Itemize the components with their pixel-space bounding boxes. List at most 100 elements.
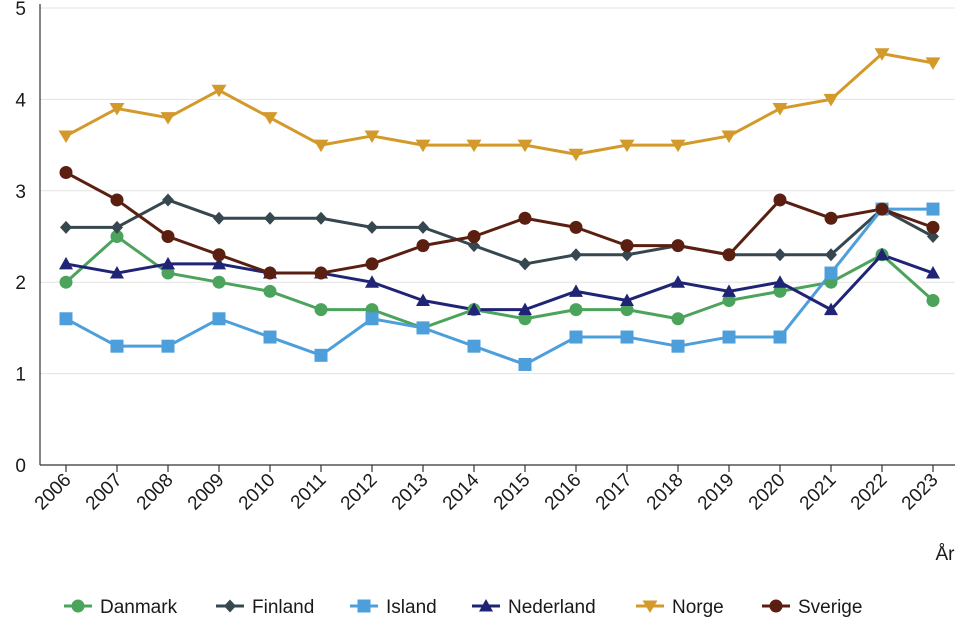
data-point-danmark <box>161 266 175 280</box>
y-tick-label: 0 <box>15 456 26 477</box>
data-point-danmark <box>926 293 940 307</box>
data-point-norge <box>364 130 380 143</box>
data-point-island <box>365 312 379 326</box>
data-point-danmark <box>314 303 328 317</box>
data-point-norge <box>670 139 686 153</box>
data-point-finland <box>825 248 837 262</box>
data-point-sverige <box>875 202 889 216</box>
data-point-finland <box>60 220 72 234</box>
legend-swatch-marker <box>769 599 783 613</box>
data-point-island <box>467 339 481 353</box>
data-point-nederland <box>620 293 634 306</box>
data-point-sverige <box>212 248 226 262</box>
data-point-danmark <box>59 275 73 289</box>
gridlines <box>40 7 955 375</box>
data-point-norge <box>262 112 278 125</box>
y-tick-label: 1 <box>15 365 26 386</box>
x-tick-label: 2015 <box>490 470 535 515</box>
y-tick-label: 2 <box>15 273 26 294</box>
legend-label: Sverige <box>798 597 862 618</box>
data-point-island <box>110 339 124 353</box>
data-point-nederland <box>824 302 838 316</box>
x-axis-title: År <box>936 544 956 565</box>
data-point-sverige <box>263 266 277 280</box>
data-point-island <box>773 330 787 344</box>
series-line-finland <box>66 198 934 266</box>
data-point-finland <box>111 220 123 234</box>
data-point-norge <box>109 103 125 116</box>
legend-swatch-marker <box>479 599 493 612</box>
data-point-nederland <box>110 266 124 279</box>
x-tick-label: 2021 <box>796 470 841 515</box>
x-tick-label: 2017 <box>592 470 637 515</box>
data-point-finland <box>213 211 225 225</box>
series-line-island <box>65 207 933 366</box>
x-tick-label: 2014 <box>439 469 484 514</box>
x-tick-label: 2008 <box>133 470 178 515</box>
data-point-danmark <box>722 293 736 307</box>
data-point-norge <box>874 48 890 61</box>
data-point-finland <box>570 248 582 262</box>
data-point-danmark <box>212 275 226 289</box>
data-point-island <box>263 330 277 344</box>
x-tick-label: 2023 <box>898 470 943 515</box>
data-point-nederland <box>671 275 685 288</box>
data-point-finland <box>468 239 480 253</box>
data-point-island <box>314 348 328 362</box>
data-point-nederland <box>365 275 379 288</box>
data-point-norge <box>58 130 74 143</box>
y-tick-label: 3 <box>15 182 26 203</box>
data-point-sverige <box>314 266 328 280</box>
data-point-nederland <box>161 256 175 270</box>
data-point-nederland <box>416 293 430 306</box>
data-point-danmark <box>620 303 634 317</box>
data-point-norge <box>415 139 431 153</box>
data-point-sverige <box>722 248 736 262</box>
data-point-island <box>518 357 532 371</box>
data-point-norge <box>619 139 635 153</box>
data-point-finland <box>774 248 786 262</box>
y-tick-label: 4 <box>15 90 26 111</box>
data-point-sverige <box>671 239 685 253</box>
data-point-danmark <box>773 284 787 298</box>
data-point-finland <box>519 257 531 271</box>
data-point-nederland <box>926 266 940 279</box>
data-point-sverige <box>773 193 787 207</box>
data-point-norge <box>160 112 176 125</box>
data-point-finland <box>927 230 939 243</box>
data-point-norge <box>772 103 788 116</box>
data-point-finland <box>621 248 633 262</box>
data-point-nederland <box>569 284 583 297</box>
legend: Danmark Finland Island Nederland Norge Sverig… <box>64 597 862 618</box>
data-point-island <box>824 266 838 280</box>
data-point-norge <box>823 93 839 107</box>
data-point-sverige <box>518 211 532 225</box>
legend-label: Danmark <box>100 597 178 618</box>
data-point-nederland <box>773 275 787 288</box>
data-point-island <box>416 321 430 335</box>
legend-item-sverige: Sverige <box>762 597 862 618</box>
data-point-island <box>671 339 685 353</box>
data-point-sverige <box>110 193 124 207</box>
series-line-nederland <box>65 253 934 312</box>
data-point-sverige <box>59 166 73 180</box>
legend-label: Norge <box>672 597 724 618</box>
x-tick-label: 2016 <box>541 470 586 515</box>
data-point-norge <box>925 57 941 70</box>
legend-swatch-marker <box>357 599 371 613</box>
data-point-island <box>722 330 736 344</box>
x-tick-label: 2018 <box>643 470 688 515</box>
data-point-island <box>926 202 940 216</box>
y-tick-label: 5 <box>15 0 26 20</box>
data-point-sverige <box>926 220 940 234</box>
legend-swatch-marker <box>224 599 236 613</box>
x-tick-label: 2006 <box>31 470 76 515</box>
data-point-nederland <box>518 302 532 316</box>
data-point-norge <box>568 148 584 162</box>
data-point-norge <box>211 84 227 98</box>
data-point-sverige <box>620 239 634 253</box>
x-tick-label: 2007 <box>82 470 127 515</box>
x-tick-label: 2019 <box>694 470 739 515</box>
